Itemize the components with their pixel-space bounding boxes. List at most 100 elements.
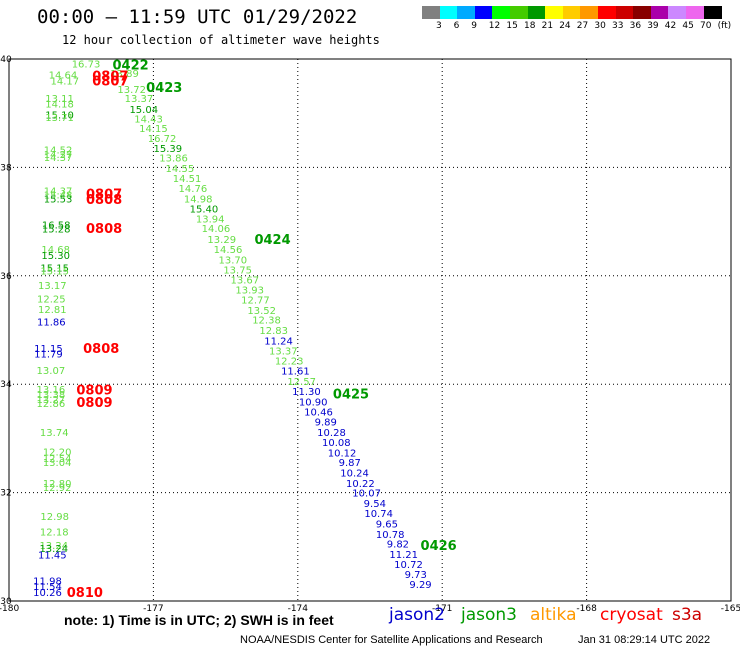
pass-time-label: 0807 [92,69,128,84]
colorbar-swatch [668,6,687,19]
y-tick-label: 32 [0,489,11,499]
colorbar-swatch [633,6,652,19]
wave-height-value: 12.23 [275,356,304,367]
wave-height-value: 11.45 [38,550,67,561]
wave-height-value: 14.37 [44,187,73,198]
wave-height-value: 11.86 [37,317,66,328]
wave-height-value: 10.28 [317,428,346,439]
wave-height-value: 12.18 [40,528,69,539]
pass-time-label: 0809 [76,396,112,411]
map-frame [8,58,732,602]
colorbar-swatch [474,6,493,19]
colorbar-tick-label: 15 [506,21,518,31]
wave-height-value: 16.73 [72,59,101,70]
colorbar-tick-label: 70 [700,21,712,31]
colorbar-swatch [703,6,722,19]
wave-height-value: 10.46 [304,407,333,418]
wave-height-value: 9.73 [405,570,427,581]
colorbar-swatch [615,6,634,19]
wave-height-value: 14.43 [134,115,163,126]
x-tick-label: -174 [288,604,309,614]
wave-height-value: 14.51 [173,174,202,185]
wave-height-value: 10.22 [346,479,375,490]
wave-height-value: 14.98 [184,194,213,205]
colorbar-swatch [492,6,511,19]
legend-cryosat: cryosat [600,605,663,625]
wave-height-value: 14.52 [44,146,73,157]
wave-height-value: 13.37 [269,347,298,358]
colorbar-swatch [527,6,546,19]
pass-time-label: 0809 [76,384,112,399]
wave-height-value: 15.39 [154,144,183,155]
colorbar-swatch [562,6,581,19]
wave-height-value: 12.77 [241,296,270,307]
legend-s3a: s3a [672,605,703,625]
colorbar-tick-label: 27 [576,21,589,31]
x-tick-label: -180 [0,604,19,614]
colorbar-swatch [510,6,529,19]
y-tick-label: 30 [0,597,12,607]
colorbar-tick-label: 39 [647,21,659,31]
legend-jason2: jason2 [389,605,445,625]
wave-height-value: 10.08 [322,438,351,449]
wave-height-value: 13.67 [231,276,260,287]
pass-time-label: 0808 [86,222,122,237]
colorbar-swatch [545,6,564,19]
wave-height-value: 10.12 [328,448,357,459]
wave-height-value: 12.25 [37,295,66,306]
wave-height-value: 12.98 [40,512,69,523]
wave-height-value: 12.86 [37,399,66,410]
colorbar-tick-label: 12 [488,21,501,31]
colorbar-tick-label: (ft) [717,21,732,31]
wave-height-value: 13.37 [125,94,154,105]
wave-height-value: 10.78 [376,530,405,541]
wave-height-value: 12.38 [252,316,281,327]
wave-height-value: 9.29 [409,580,431,591]
wave-height-value: 15.40 [190,205,219,216]
wave-height-value: 13.72 [117,85,146,96]
footer-timestamp: Jan 31 08:29:14 UTC 2022 [578,634,711,646]
wave-height-value: 12.92 [43,483,72,494]
wave-height-value: 9.54 [364,499,386,510]
wave-height-value: 15.48 [44,191,73,202]
wave-height-value: 13.07 [37,366,66,377]
colorbar-tick-label: 6 [453,21,460,31]
wave-height-value: 11.54 [33,582,62,593]
wave-height-value: 12.54 [43,454,72,465]
wave-height-value: 13.16 [37,385,66,396]
wave-height-value: 14.15 [139,124,168,135]
wave-height-value: 10.90 [299,398,328,409]
x-tick-label: -168 [576,604,597,614]
wave-height-value: 12.57 [287,377,316,388]
pass-time-label: 0810 [67,586,103,601]
colorbar-swatch [439,6,458,19]
colorbar-tick-label: 3 [436,21,442,31]
wave-height-value: 14.17 [51,77,80,88]
wave-height-value: 15.30 [41,251,70,262]
pass-time-label: 0422 [112,58,148,73]
colorbar-swatch [686,6,705,19]
wave-height-value: 11.15 [34,344,63,355]
wave-height-value: 14.27 [44,150,73,161]
wave-height-value: 13.24 [39,544,68,555]
wave-height-value: 15.15 [40,264,69,275]
wave-height-value: 10.26 [33,588,62,599]
wave-height-value: 13.71 [45,113,74,124]
wave-height-value: 10.74 [364,509,393,520]
wave-height-value: 13.17 [38,281,67,292]
y-tick-label: 34 [0,380,12,390]
pass-time-label: 0808 [86,193,122,208]
wave-height-value: 13.93 [235,285,264,296]
wave-height-value: 11.21 [389,550,418,561]
wave-height-value: 13.04 [43,458,72,469]
wave-height-value: 13.29 [207,235,236,246]
wave-height-value: 14.18 [45,99,74,110]
wave-height-value: 13.27 [37,395,66,406]
wave-height-value: 16.72 [148,134,177,145]
wave-height-value: 13.24 [39,541,68,552]
wave-height-value: 11.79 [34,349,63,360]
colorbar-swatch [598,6,617,19]
wave-height-value: 11.24 [264,336,293,347]
pass-time-label: 0425 [333,387,369,402]
colorbar-tick-label: 21 [541,21,554,31]
